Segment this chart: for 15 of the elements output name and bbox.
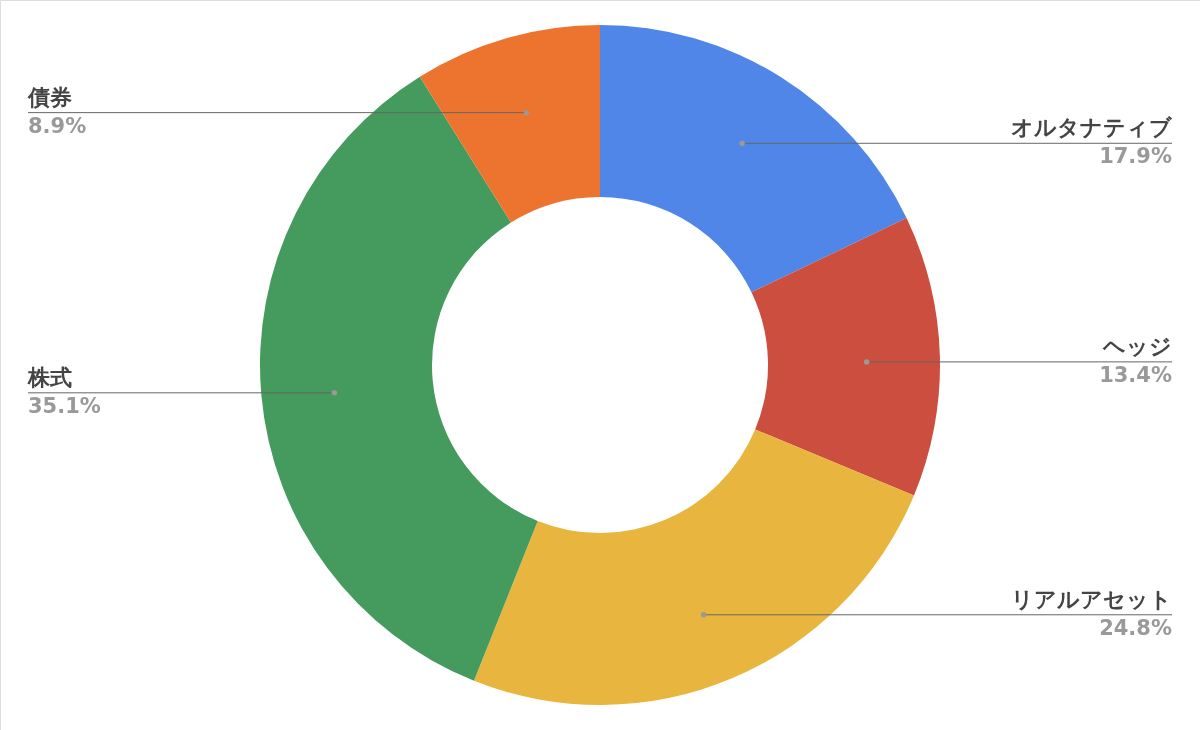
donut-slice [751, 217, 940, 496]
slice-label: ヘッジ [1102, 333, 1172, 359]
slice-label: リアルアセット [1011, 586, 1172, 612]
data-label: 35.1% [28, 393, 101, 418]
data-label: 13.4% [1099, 362, 1172, 387]
data-label: 24.8% [1099, 615, 1172, 640]
slice-label: 債券 [27, 84, 72, 110]
donut-slice [473, 429, 914, 705]
data-label: 8.9% [28, 113, 87, 138]
data-label: 17.9% [1099, 144, 1172, 169]
donut-slice [600, 25, 907, 293]
slice-label: 株式 [27, 364, 72, 390]
donut-slice [260, 76, 538, 681]
slice-label: オルタナティブ [1011, 115, 1173, 141]
donut-slice [419, 25, 600, 223]
